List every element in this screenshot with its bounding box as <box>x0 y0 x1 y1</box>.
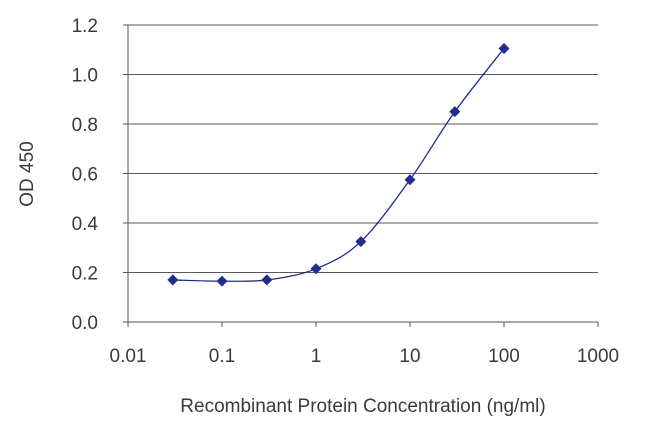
x-tick-label: 100 <box>488 346 520 367</box>
data-point-diamond <box>449 106 461 118</box>
data-point-diamond <box>167 274 179 286</box>
y-tick-label: 1.2 <box>72 16 98 37</box>
data-point-diamond <box>261 274 273 286</box>
x-tick-label: 10 <box>399 346 420 367</box>
y-tick-label: 0.8 <box>72 115 98 136</box>
grid-lines <box>128 24 598 273</box>
y-tick-label: 0.4 <box>72 214 99 235</box>
y-tick-label: 0.6 <box>72 165 98 186</box>
y-tick-label: 0.0 <box>72 313 98 334</box>
x-tick-label: 1000 <box>577 346 619 367</box>
y-axis-title: OD 450 <box>17 141 38 206</box>
y-tick-label: 0.2 <box>72 264 98 285</box>
data-point-diamond <box>355 236 367 248</box>
data-point-diamond <box>216 275 228 287</box>
x-axis-title: Recombinant Protein Concentration (ng/ml… <box>180 396 545 417</box>
x-tick-label: 0.01 <box>110 346 147 367</box>
data-point-diamond <box>498 43 510 55</box>
data-point-diamond <box>310 263 322 275</box>
x-axis-ticks: 0.01 0.1 1 10 100 1000 <box>110 322 619 367</box>
y-axis-ticks: 0.0 0.2 0.4 0.6 0.8 1.0 1.2 <box>72 16 128 334</box>
x-tick-label: 1 <box>311 346 322 367</box>
data-points <box>167 43 510 287</box>
x-tick-label: 0.1 <box>209 346 235 367</box>
y-tick-label: 1.0 <box>72 66 98 87</box>
data-point-diamond <box>404 174 416 186</box>
